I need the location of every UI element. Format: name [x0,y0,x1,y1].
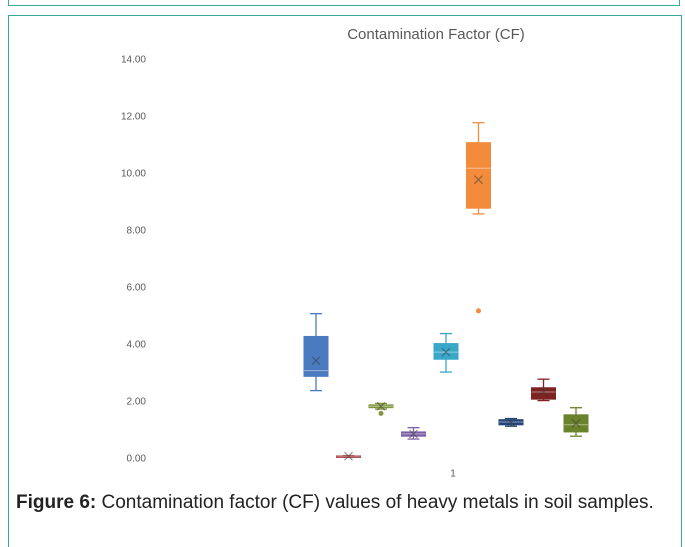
outlier [378,410,384,416]
y-tick-label: 6.00 [127,283,147,294]
y-tick-label: 10.00 [121,169,146,180]
chart: Contamination Factor (CF) 0.00 2.00 4.00 6.… [121,26,589,480]
mean-marker [344,451,353,461]
mean-marker [376,401,386,411]
box [303,335,329,377]
mean-marker [506,418,516,427]
outlier [476,308,481,314]
x-tick-label: 1 [450,469,456,480]
mean-marker [539,387,548,397]
mean-marker [474,175,483,185]
caption-label: Figure 6: [16,492,97,513]
caption-text: Contamination factor (CF) values of heav… [101,492,654,513]
y-tick-label: 4.00 [127,340,147,351]
chart-title: Contamination Factor (CF) [347,26,525,43]
previous-frame [8,0,680,6]
y-tick-label: 14.00 [121,55,146,66]
mean-marker [441,347,451,357]
figure-caption: Figure 6: Contamination factor (CF) valu… [16,490,676,516]
y-tick-label: 0.00 [127,454,147,465]
mean-marker [311,356,321,366]
mean-marker [571,418,581,428]
box [466,142,491,209]
y-tick-label: 2.00 [127,397,147,408]
y-tick-label: 12.00 [121,112,146,123]
figure-frame [8,15,682,547]
mean-marker [409,429,418,439]
y-tick-label: 8.00 [127,226,147,237]
box [531,387,556,400]
